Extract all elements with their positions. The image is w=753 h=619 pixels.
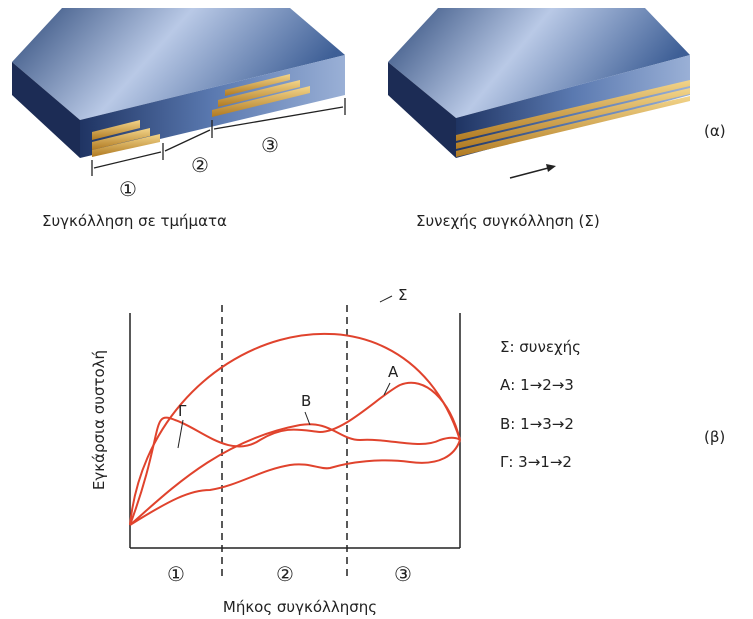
part-label: (β) xyxy=(704,428,725,446)
continuous-block xyxy=(388,8,690,178)
curve-label: Σ xyxy=(398,286,407,304)
curve-label: Α xyxy=(388,363,399,381)
legend-entry: Σ: συνεχής xyxy=(500,338,581,356)
legend-entry: Γ: 3→1→2 xyxy=(500,453,572,471)
legend-entry: Β: 1→3→2 xyxy=(500,415,574,433)
zone-label: ② xyxy=(276,562,294,586)
caption: Συγκόλληση σε τμήματα xyxy=(42,212,227,230)
zone-label: ① xyxy=(167,562,185,586)
zone-label: ③ xyxy=(394,562,412,586)
segment-label: ① xyxy=(119,177,137,201)
caption: Συνεχής συγκόλληση (Σ) xyxy=(416,212,600,230)
legend-entry: Α: 1→2→3 xyxy=(500,376,574,394)
part-label: (α) xyxy=(704,122,726,140)
curve-label: Β xyxy=(301,392,311,410)
curve-label: Γ xyxy=(178,402,187,420)
shrinkage-plot xyxy=(130,296,460,580)
segment-label: ② xyxy=(191,153,209,177)
figure: ① ② ③ Συγκόλληση σε τμήματα Συνεχής συγκ… xyxy=(0,0,753,619)
x-axis-label: Μήκος συγκόλλησης xyxy=(223,598,377,616)
segment-label: ③ xyxy=(261,133,279,157)
y-axis-label: Εγκάρσια συστολή xyxy=(90,350,108,490)
segmented-block xyxy=(12,8,345,176)
